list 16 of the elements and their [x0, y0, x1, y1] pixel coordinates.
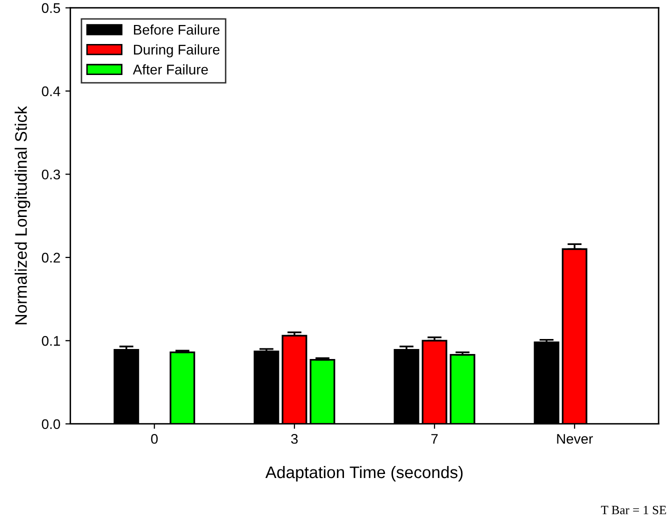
- x-tick-label: 7: [431, 434, 438, 444]
- legend-label: During Failure: [134, 44, 220, 58]
- x-tick-label: Never: [557, 434, 593, 444]
- y-tick-label: 0.4: [42, 86, 60, 96]
- y-tick-label: 0.3: [42, 170, 60, 180]
- y-tick-label: 0.2: [42, 252, 60, 263]
- y-tick-label: 0.0: [42, 419, 60, 430]
- y-tick-label: 0.1: [42, 336, 60, 346]
- legend-label: Before Failure: [134, 24, 220, 35]
- x-axis-title: Adaptation Time (seconds): [265, 466, 463, 482]
- x-tick-label: 3: [291, 434, 298, 444]
- y-axis-title: Normalized Longitudinal Stick: [14, 106, 30, 324]
- text: T Bar = 1 SE: [601, 506, 666, 514]
- x-tick-label: 0: [151, 434, 158, 444]
- legend-label: After Failure: [132, 64, 208, 74]
- y-tick-label: 0.5: [42, 3, 60, 13]
